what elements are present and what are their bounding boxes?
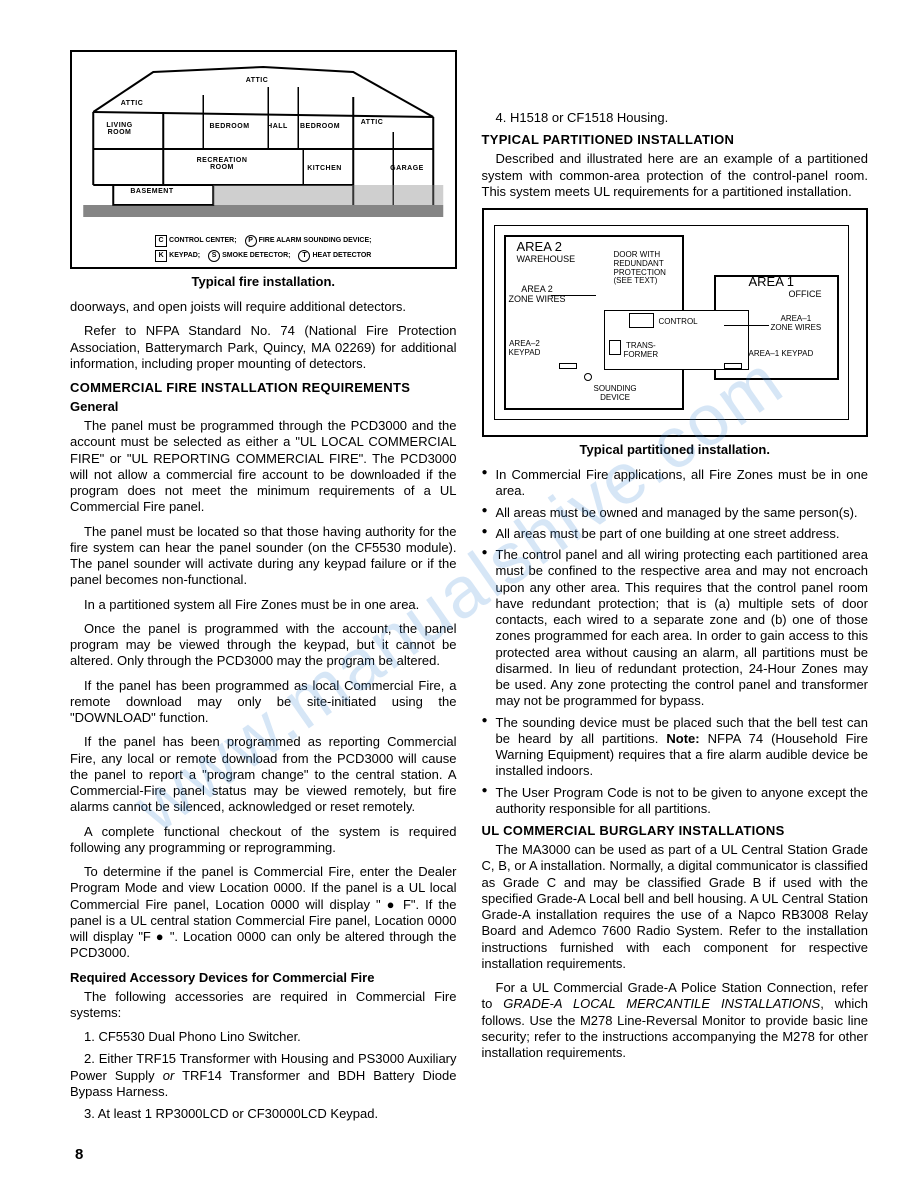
room-kitchen: KITCHEN — [302, 165, 347, 172]
list-rp3000: 3. At least 1 RP3000LCD or CF30000LCD Ke… — [70, 1106, 457, 1122]
pd-label-area1: AREA 1 — [749, 275, 795, 289]
room-garage: GARAGE — [387, 165, 427, 172]
house-legend-row2: KKEYPAD; SSMOKE DETECTOR; THEAT DETECTOR — [77, 250, 450, 262]
para-partition-intro: Described and illustrated here are an ex… — [482, 151, 869, 200]
pd-keypad2-icon — [559, 363, 577, 369]
room-living: LIVING ROOM — [92, 122, 147, 136]
para-partitioned-zones: In a partitioned system all Fire Zones m… — [70, 597, 457, 613]
bullet-fire-zones: In Commercial Fire applications, all Fir… — [482, 467, 869, 500]
caption-fire-install: Typical fire installation. — [70, 274, 457, 289]
para-program-view: Once the panel is programmed with the ac… — [70, 621, 457, 670]
pd-label-warehouse: WAREHOUSE — [517, 255, 576, 265]
house-figure-box: ATTIC ATTIC ATTIC BEDROOM HALL BEDROOM L… — [70, 50, 457, 269]
para-doorways: doorways, and open joists will require a… — [70, 299, 457, 315]
heading-typical-partition: TYPICAL PARTITIONED INSTALLATION — [482, 132, 869, 147]
room-bedroom2: BEDROOM — [295, 123, 345, 130]
left-column: ATTIC ATTIC ATTIC BEDROOM HALL BEDROOM L… — [70, 50, 457, 1128]
house-diagram: ATTIC ATTIC ATTIC BEDROOM HALL BEDROOM L… — [77, 57, 450, 232]
two-column-layout: ATTIC ATTIC ATTIC BEDROOM HALL BEDROOM L… — [70, 50, 868, 1128]
pd-label-door: DOOR WITH REDUNDANT PROTECTION (SEE TEXT… — [614, 251, 666, 286]
pd-label-office: OFFICE — [789, 290, 822, 300]
page: www.manualshive.com — [0, 0, 918, 1188]
pd-label-area2keypad: AREA–2 KEYPAD — [509, 340, 541, 358]
para-determine: To determine if the panel is Commercial … — [70, 864, 457, 962]
room-attic-left: ATTIC — [112, 100, 152, 107]
heading-required-accessory: Required Accessory Devices for Commercia… — [70, 970, 457, 985]
partition-bullets: In Commercial Fire applications, all Fir… — [482, 467, 869, 817]
para-ma3000: The MA3000 can be used as part of a UL C… — [482, 842, 869, 972]
pd-label-transformer: TRANS- FORMER — [624, 342, 659, 360]
pd-label-sounding: SOUNDING DEVICE — [594, 385, 637, 403]
room-basement: BASEMENT — [117, 188, 187, 195]
pd-label-area2: AREA 2 — [517, 240, 563, 254]
page-number: 8 — [75, 1146, 83, 1163]
para-reporting: If the panel has been programmed as repo… — [70, 734, 457, 815]
room-attic-right: ATTIC — [352, 119, 392, 126]
right-column: 4. H1518 or CF1518 Housing. TYPICAL PART… — [482, 50, 869, 1128]
pd-transformer-icon — [609, 340, 621, 355]
para-nfpa: Refer to NFPA Standard No. 74 (National … — [70, 323, 457, 372]
room-hall: HALL — [265, 123, 290, 130]
partition-figure-box: AREA 2 WAREHOUSE AREA 2 ZONE WIRES DOOR … — [482, 208, 869, 437]
pd-label-control: CONTROL — [659, 318, 698, 327]
bullet-sounding: The sounding device must be placed such … — [482, 715, 869, 780]
pd-arrow2 — [724, 325, 769, 326]
subheading-general: General — [70, 399, 457, 414]
para-pcd3000: The panel must be programmed through the… — [70, 418, 457, 516]
pd-keypad1-icon — [724, 363, 742, 369]
house-legend-row1: CCONTROL CENTER; PFIRE ALARM SOUNDING DE… — [77, 235, 450, 247]
list-trf15: 2. Either TRF15 Transformer with Housing… — [70, 1051, 457, 1100]
para-located: The panel must be located so that those … — [70, 524, 457, 589]
room-attic-top: ATTIC — [232, 77, 282, 84]
room-recreation: RECREATION ROOM — [177, 157, 267, 171]
caption-partition: Typical partitioned installation. — [482, 442, 869, 457]
bullet-building: All areas must be part of one building a… — [482, 526, 869, 542]
bullet-owned: All areas must be owned and managed by t… — [482, 505, 869, 521]
room-bedroom1: BEDROOM — [202, 123, 257, 130]
heading-commercial-fire: COMMERCIAL FIRE INSTALLATION REQUIREMENT… — [70, 380, 457, 395]
partition-diagram: AREA 2 WAREHOUSE AREA 2 ZONE WIRES DOOR … — [489, 215, 862, 430]
para-checkout: A complete functional checkout of the sy… — [70, 824, 457, 857]
para-accessories-intro: The following accessories are required i… — [70, 989, 457, 1022]
bullet-control-panel: The control panel and all wiring protect… — [482, 547, 869, 710]
pd-control-panel-icon — [629, 313, 654, 328]
pd-arrow1 — [551, 295, 596, 296]
list-h1518: 4. H1518 or CF1518 Housing. — [482, 110, 869, 126]
para-grade-a: For a UL Commercial Grade-A Police Stati… — [482, 980, 869, 1061]
para-local-download: If the panel has been programmed as loca… — [70, 678, 457, 727]
heading-ul-burglary: UL COMMERCIAL BURGLARY INSTALLATIONS — [482, 823, 869, 838]
pd-sounding-icon — [584, 373, 592, 381]
pd-label-area1zone: AREA–1 ZONE WIRES — [771, 315, 822, 333]
list-cf5530: 1. CF5530 Dual Phono Lino Switcher. — [70, 1029, 457, 1045]
pd-label-area1keypad: AREA–1 KEYPAD — [749, 350, 814, 359]
bullet-user-code: The User Program Code is not to be given… — [482, 785, 869, 818]
